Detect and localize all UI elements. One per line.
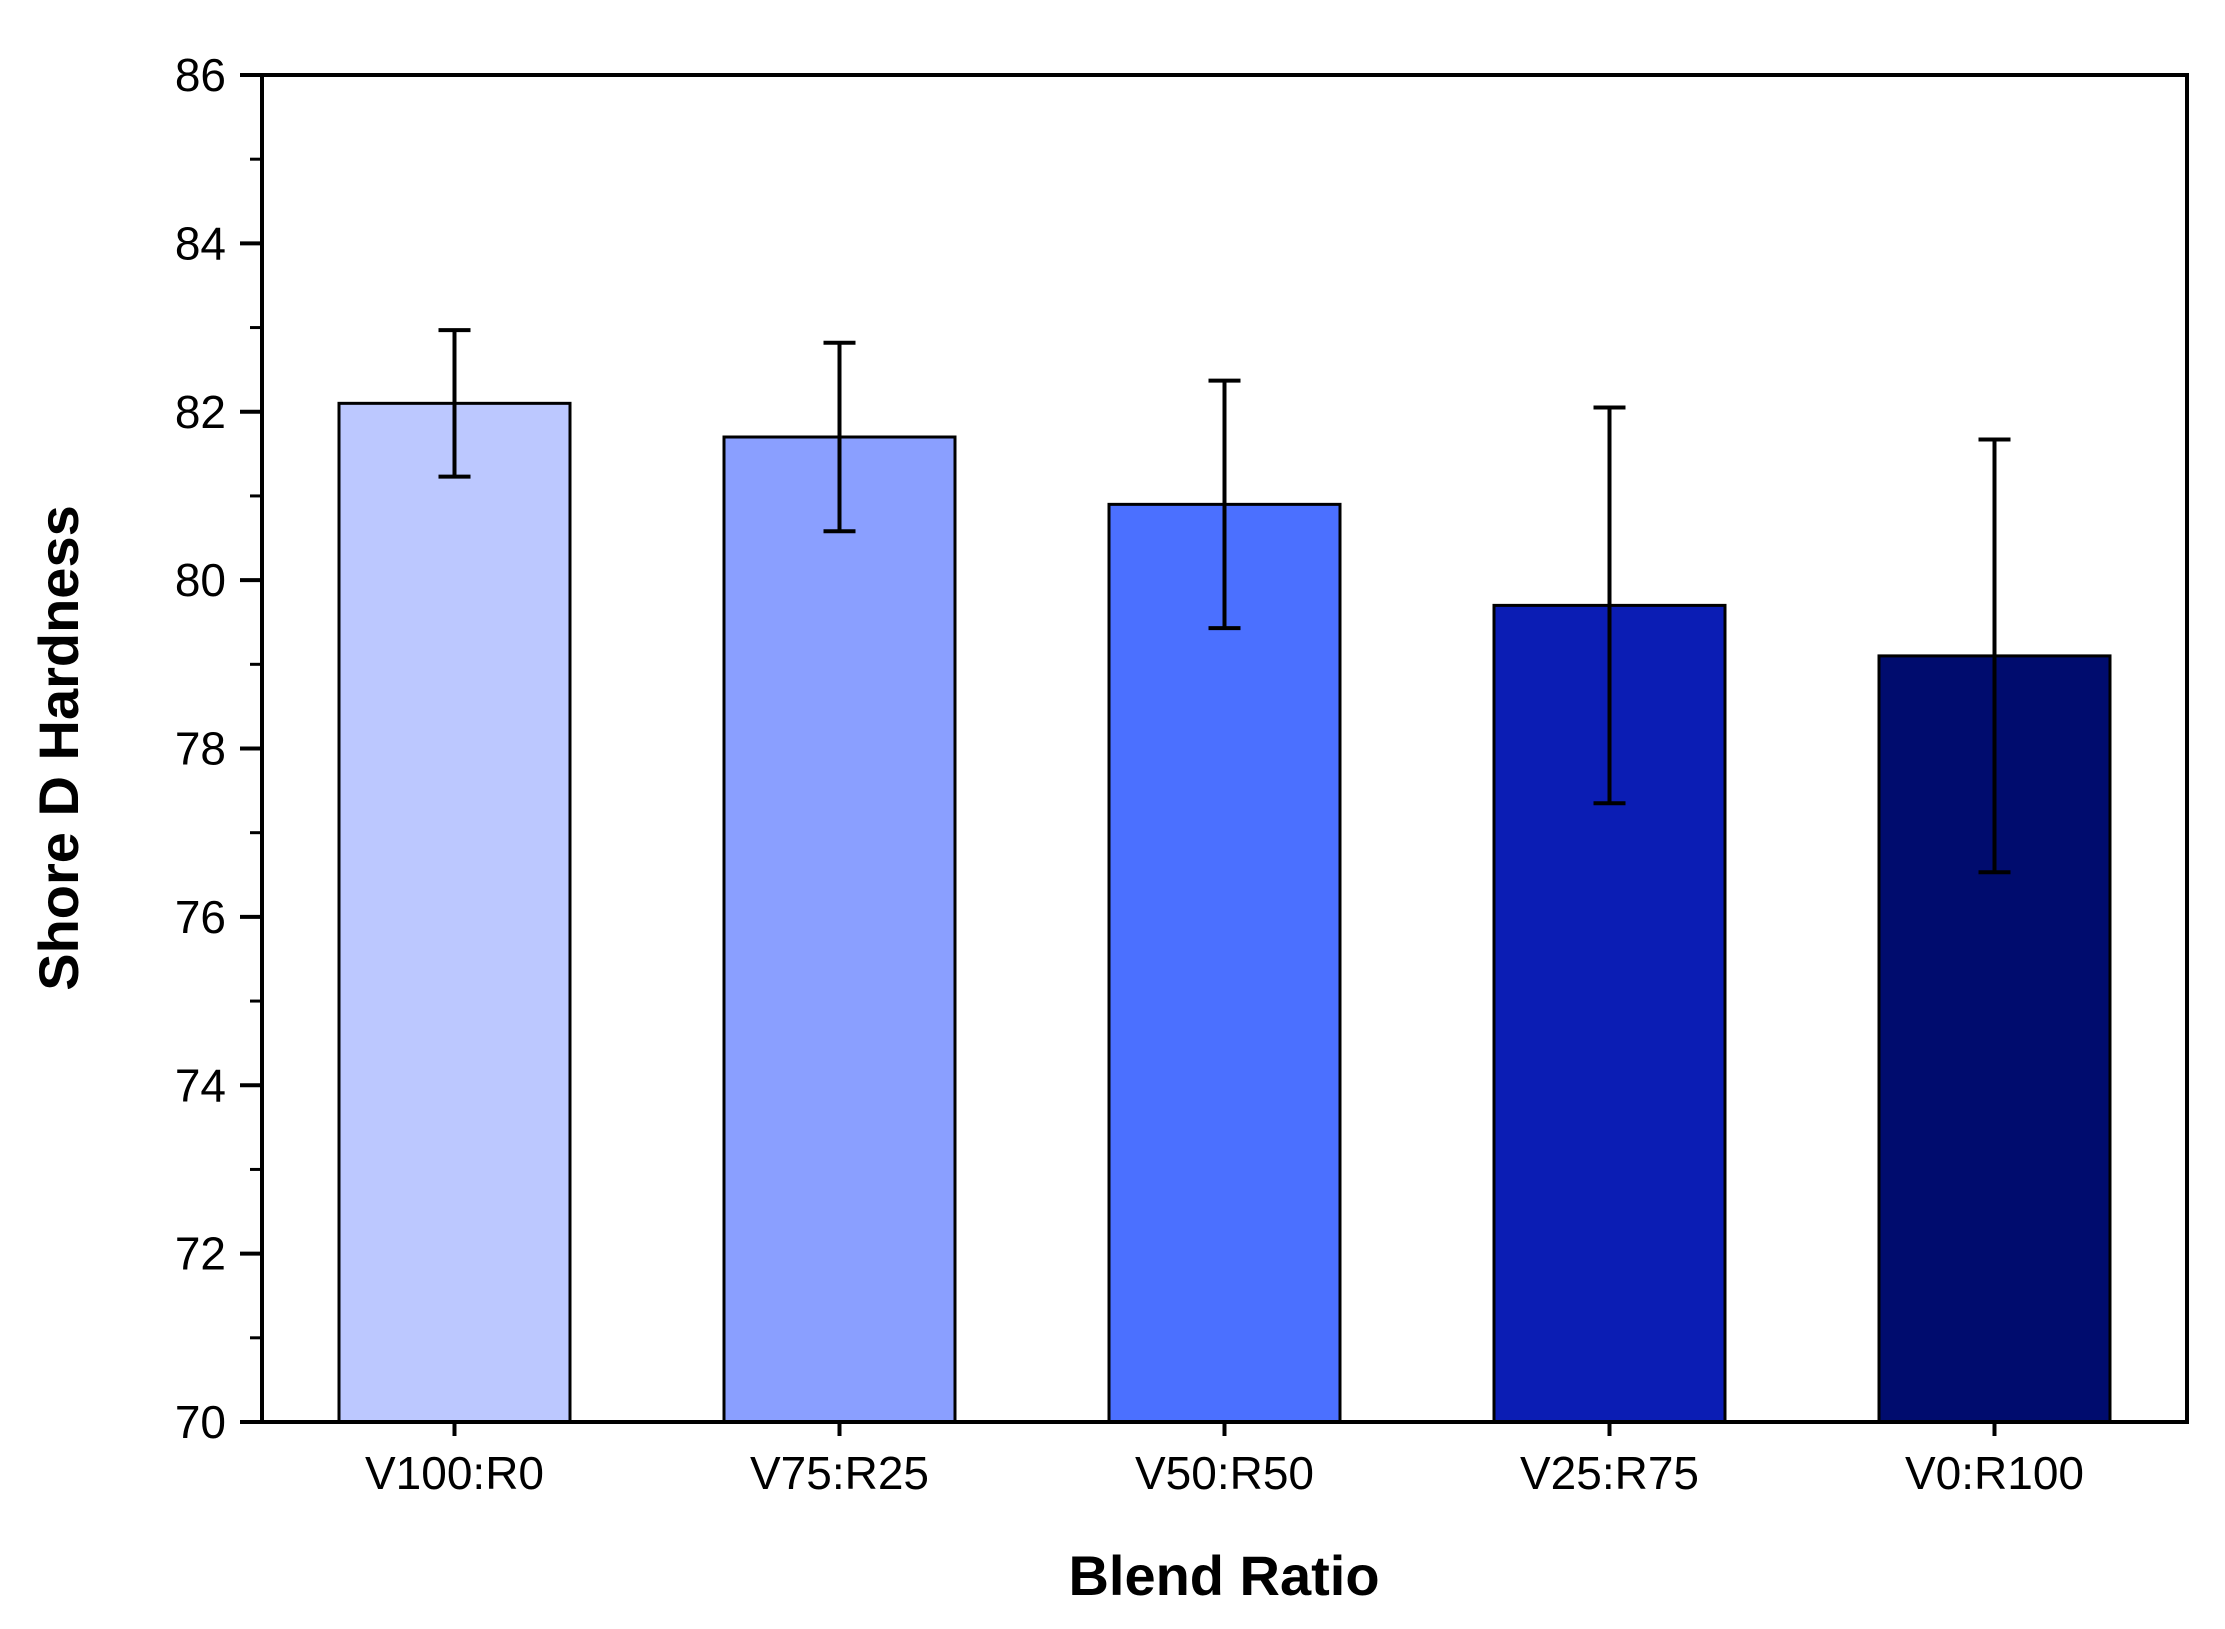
- bar-v75-r25: [722, 435, 957, 1424]
- y-axis: 70 72 74 76 78 80 82 84 86: [175, 49, 262, 1448]
- x-tick-label: V75:R25: [750, 1447, 929, 1499]
- y-tick-label: 70: [175, 1396, 226, 1448]
- x-axis-title: Blend Ratio: [1068, 1544, 1379, 1607]
- y-tick-label: 80: [175, 554, 226, 606]
- error-bar-v100-r0: [438, 328, 471, 479]
- y-tick-label: 78: [175, 723, 226, 775]
- x-tick-label: V50:R50: [1135, 1447, 1314, 1499]
- y-tick-label: 84: [175, 217, 226, 269]
- error-bar-v0-r100: [1978, 437, 2011, 875]
- bar-v50-r50: [1107, 502, 1342, 1424]
- error-bar-v25-r75: [1593, 405, 1626, 806]
- y-tick-label: 74: [175, 1059, 226, 1111]
- x-tick-label: V0:R100: [1905, 1447, 2084, 1499]
- y-tick-label: 72: [175, 1228, 226, 1280]
- y-tick-label: 76: [175, 891, 226, 943]
- y-axis-title: Shore D Hardness: [27, 505, 90, 991]
- x-tick-label: V25:R75: [1520, 1447, 1699, 1499]
- error-bars-layer: [438, 328, 2011, 875]
- error-bar-v50-r50: [1208, 378, 1241, 631]
- y-tick-label: 86: [175, 49, 226, 101]
- bar-v100-r0: [337, 401, 572, 1424]
- x-axis: V100:R0 V75:R25 V50:R50 V25:R75 V0:R100: [365, 1422, 2084, 1499]
- error-bar-v75-r25: [823, 340, 856, 534]
- y-tick-label: 82: [175, 386, 226, 438]
- x-tick-label: V100:R0: [365, 1447, 544, 1499]
